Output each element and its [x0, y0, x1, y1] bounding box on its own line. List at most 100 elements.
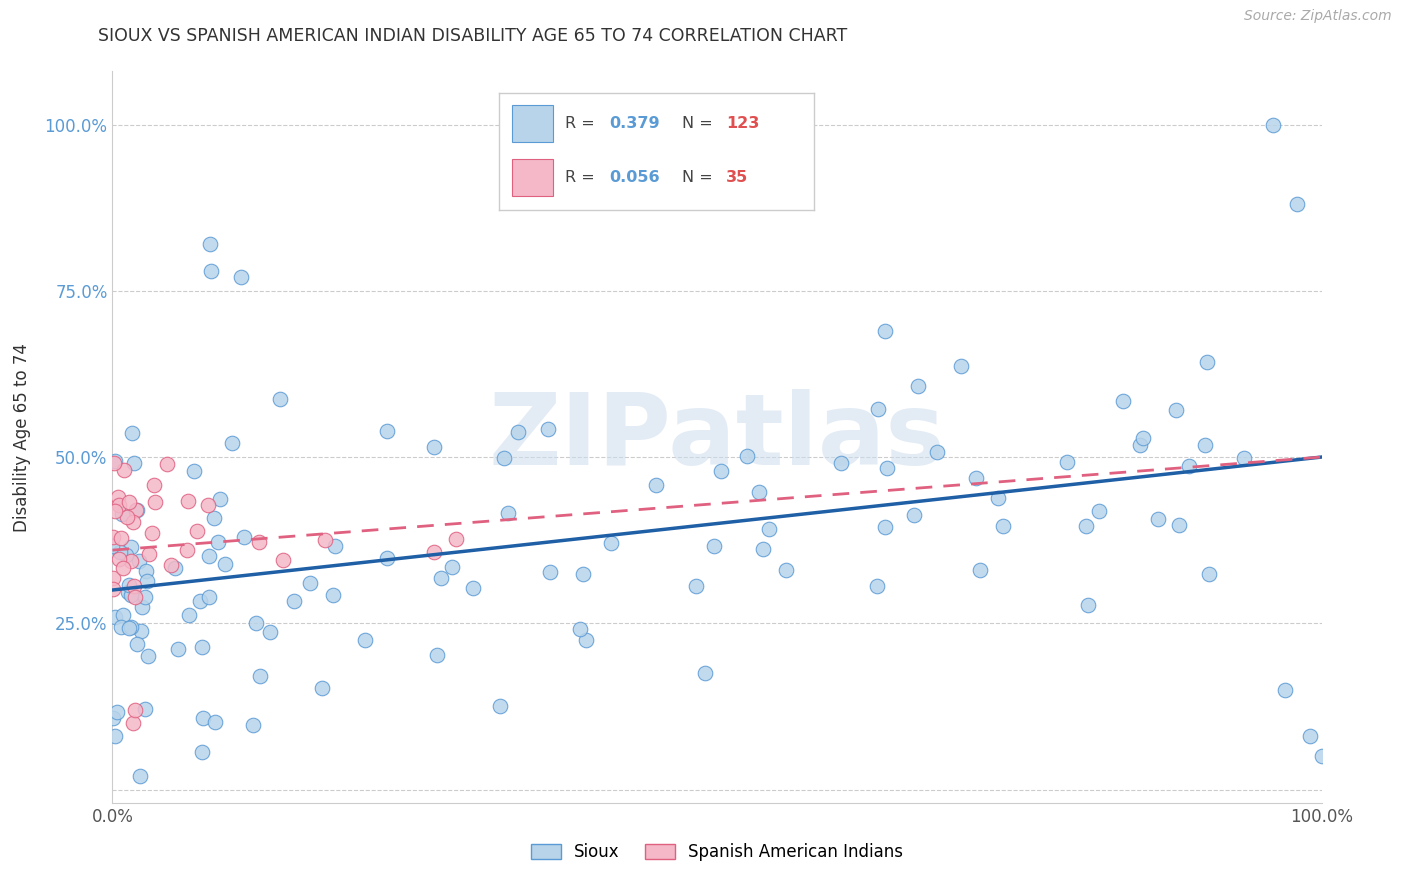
- Point: [197, 499, 219, 513]
- Point: [873, 520, 896, 534]
- Point: [903, 508, 925, 522]
- Point: [748, 485, 770, 500]
- Point: [1298, 729, 1320, 743]
- Point: [1164, 403, 1187, 417]
- Point: [950, 359, 973, 374]
- Point: [269, 392, 291, 406]
- Point: [233, 530, 256, 544]
- Point: [429, 570, 451, 584]
- Point: [188, 594, 211, 608]
- Point: [191, 640, 214, 654]
- Text: Source: ZipAtlas.com: Source: ZipAtlas.com: [1244, 9, 1392, 23]
- Point: [115, 548, 138, 562]
- Point: [1178, 458, 1201, 473]
- Point: [127, 637, 149, 651]
- Point: [135, 564, 157, 578]
- Point: [1310, 749, 1333, 764]
- Point: [568, 622, 591, 636]
- Point: [108, 551, 131, 566]
- Point: [141, 525, 163, 540]
- Point: [183, 464, 205, 478]
- Point: [160, 558, 183, 573]
- Point: [104, 454, 127, 468]
- Point: [322, 588, 344, 602]
- Point: [111, 561, 134, 575]
- Point: [599, 536, 621, 550]
- Legend: Sioux, Spanish American Indians: Sioux, Spanish American Indians: [524, 837, 910, 868]
- Point: [121, 587, 143, 601]
- Point: [198, 237, 221, 252]
- Point: [131, 600, 153, 615]
- Point: [134, 702, 156, 716]
- Point: [121, 425, 143, 440]
- Point: [298, 575, 321, 590]
- Point: [868, 401, 890, 416]
- Point: [125, 503, 148, 517]
- Point: [229, 270, 252, 285]
- Point: [112, 463, 135, 477]
- Point: [107, 490, 129, 504]
- Point: [136, 574, 159, 588]
- Point: [969, 563, 991, 577]
- Point: [136, 648, 159, 663]
- Point: [117, 585, 139, 599]
- Point: [426, 648, 449, 662]
- Point: [283, 594, 305, 608]
- Point: [221, 435, 243, 450]
- Point: [866, 579, 889, 593]
- Point: [245, 615, 267, 630]
- Point: [110, 544, 132, 558]
- Point: [108, 498, 131, 512]
- Point: [138, 547, 160, 561]
- Point: [249, 669, 271, 683]
- Point: [494, 451, 516, 466]
- Point: [186, 524, 208, 538]
- Point: [695, 666, 717, 681]
- Point: [101, 530, 124, 544]
- Point: [128, 554, 150, 568]
- Point: [122, 515, 145, 529]
- Point: [271, 553, 294, 567]
- Point: [314, 533, 336, 548]
- Point: [1132, 431, 1154, 445]
- Point: [1198, 567, 1220, 582]
- Point: [538, 566, 561, 580]
- Point: [118, 578, 141, 592]
- Point: [111, 508, 134, 522]
- Point: [1129, 438, 1152, 452]
- Point: [214, 557, 236, 571]
- Point: [207, 535, 229, 549]
- Point: [121, 716, 143, 731]
- Point: [118, 495, 141, 509]
- Point: [105, 705, 128, 719]
- Point: [259, 625, 281, 640]
- Point: [204, 714, 226, 729]
- Point: [103, 457, 125, 471]
- Point: [200, 264, 222, 278]
- Point: [124, 703, 146, 717]
- Point: [128, 769, 150, 783]
- Point: [925, 445, 948, 459]
- Point: [775, 563, 797, 577]
- Point: [122, 579, 145, 593]
- Point: [125, 503, 148, 517]
- Point: [1077, 598, 1099, 612]
- Point: [444, 532, 467, 546]
- Point: [101, 539, 124, 553]
- Point: [120, 554, 142, 568]
- Point: [1056, 455, 1078, 469]
- Point: [122, 456, 145, 470]
- Point: [104, 730, 127, 744]
- Point: [645, 477, 668, 491]
- Point: [965, 471, 987, 485]
- Point: [247, 535, 270, 549]
- Point: [354, 632, 377, 647]
- Point: [103, 582, 125, 596]
- Point: [118, 621, 141, 635]
- Point: [876, 460, 898, 475]
- Point: [177, 607, 200, 622]
- Point: [104, 503, 127, 517]
- Point: [1168, 517, 1191, 532]
- Point: [375, 550, 398, 565]
- Point: [571, 567, 593, 582]
